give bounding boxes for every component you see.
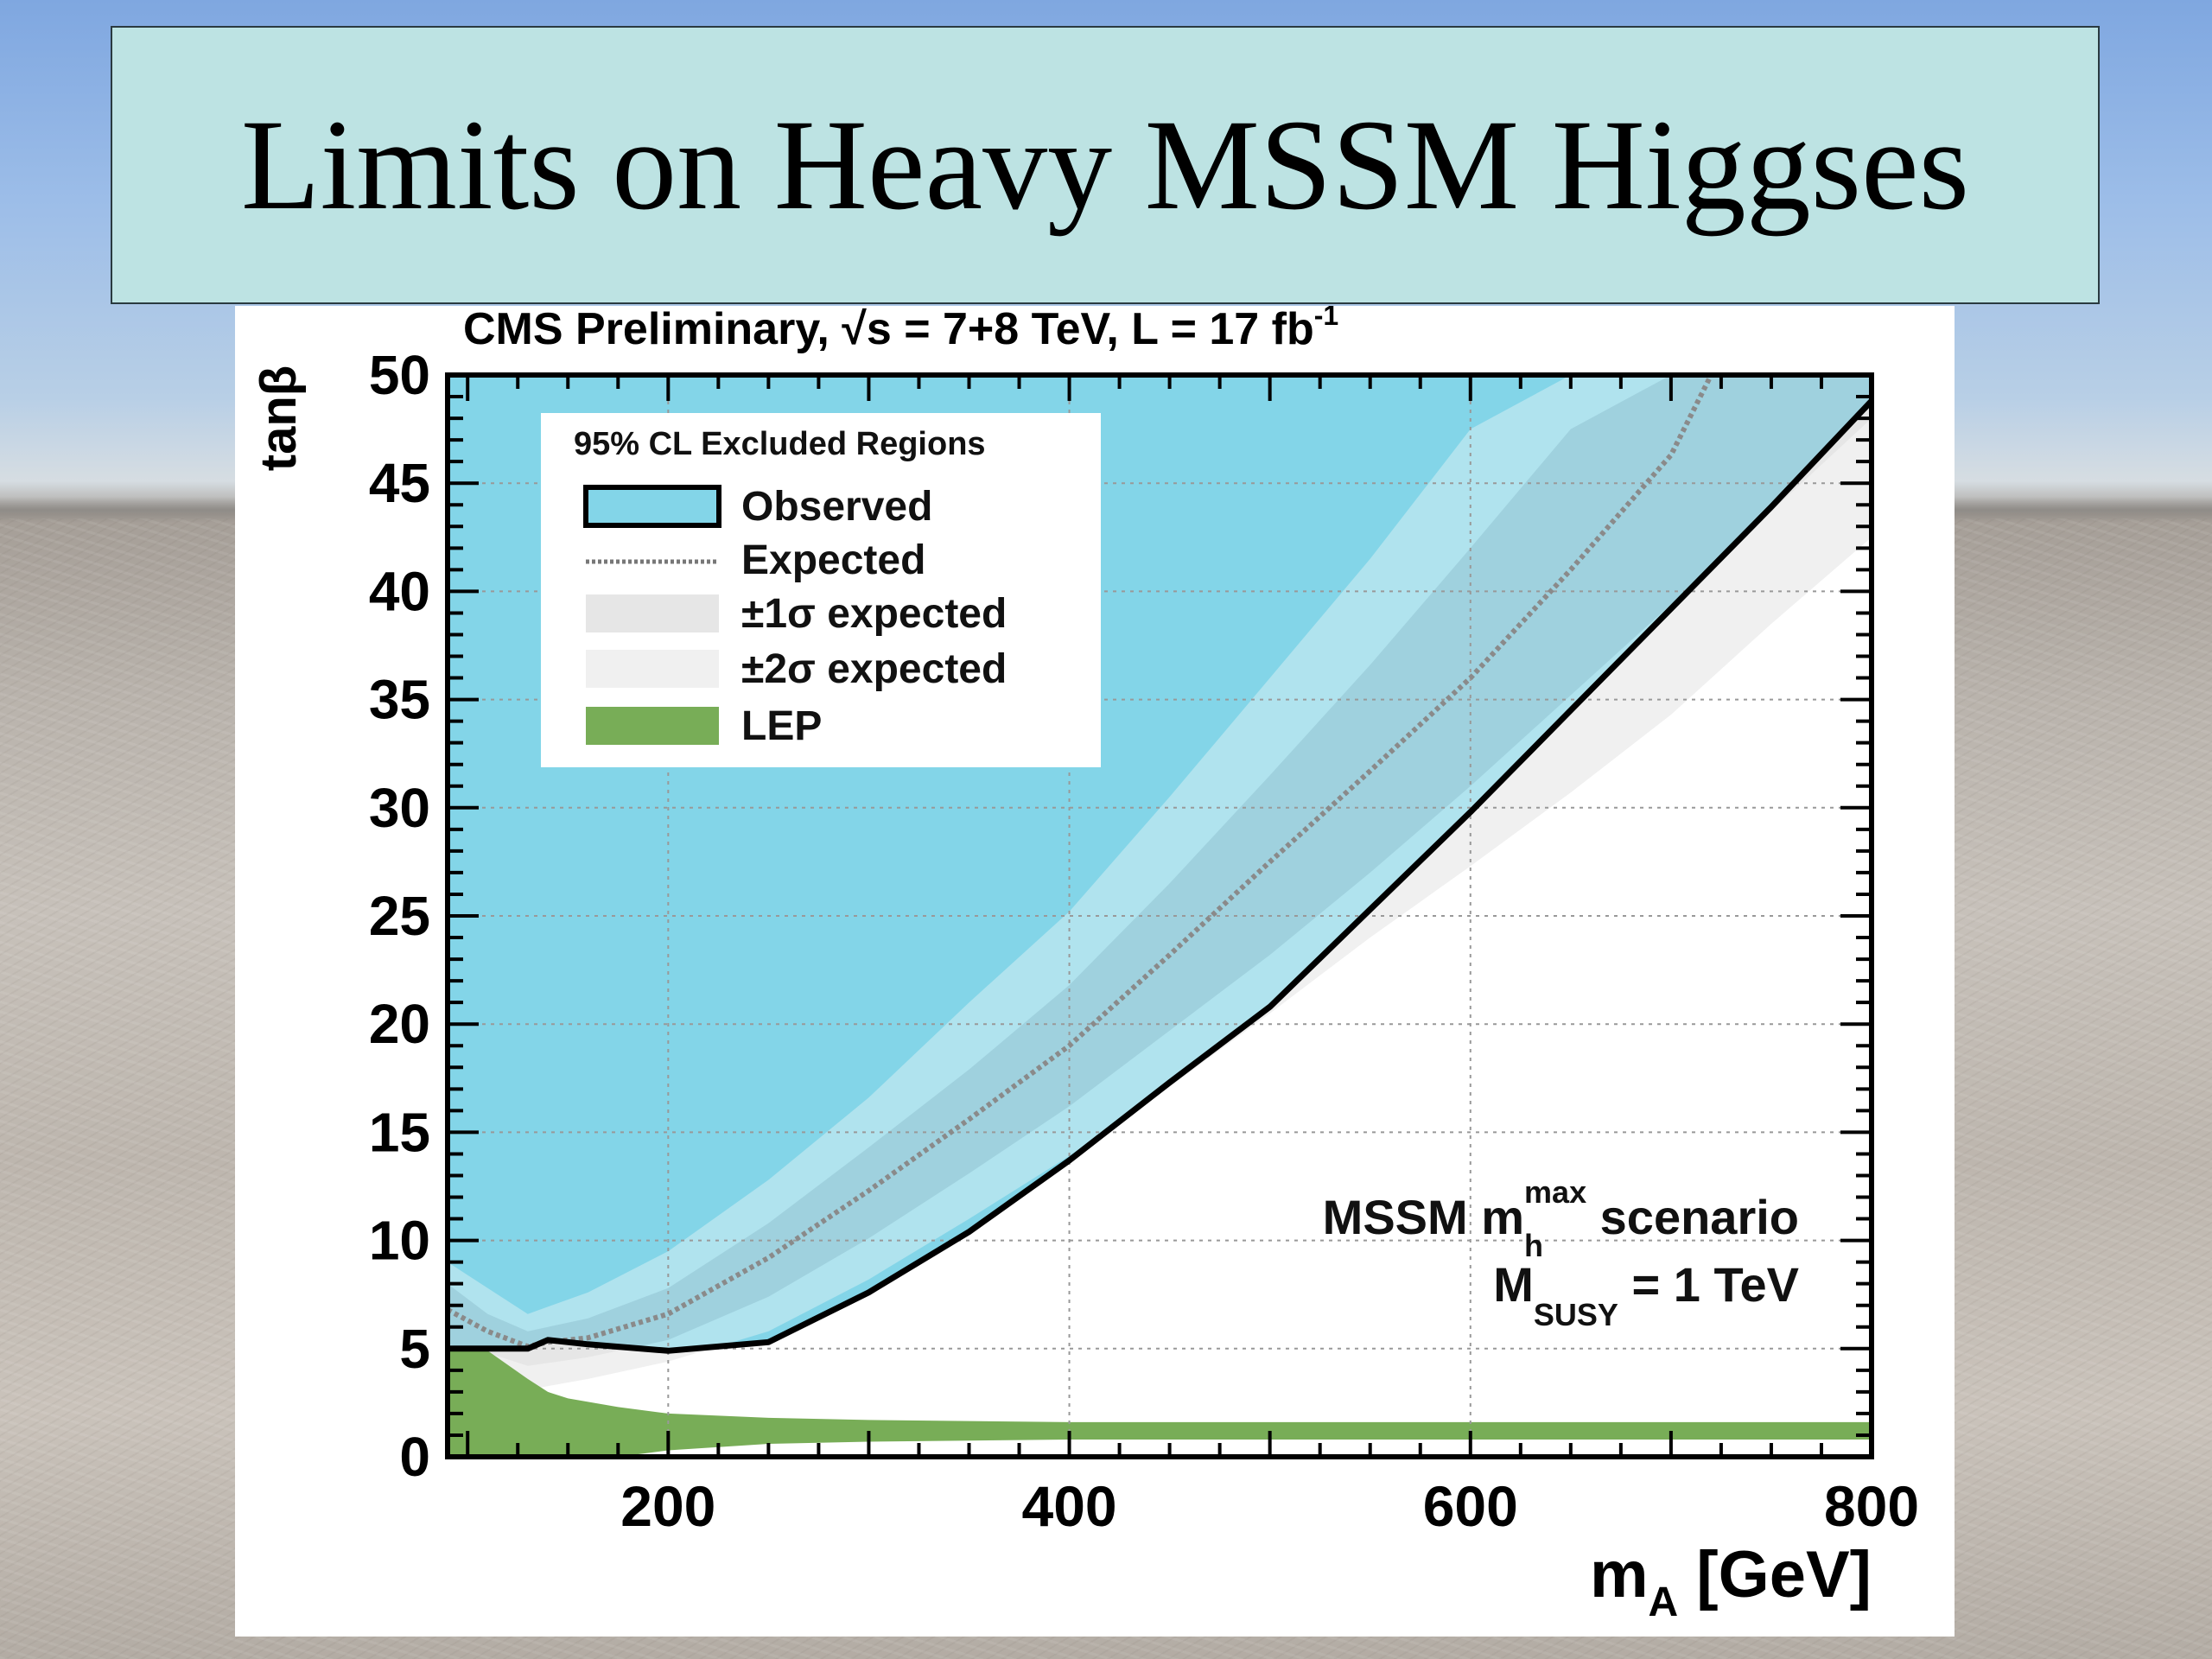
y-tick-label: 25 bbox=[369, 885, 430, 947]
chart-header: CMS Preliminary, √s = 7+8 TeV, L = 17 fb… bbox=[463, 306, 1338, 354]
scenario-annotation: MSSM mhmax scenario MSUSY = 1 TeV bbox=[1323, 1174, 1799, 1332]
slide-title: Limits on Heavy MSSM Higgses bbox=[240, 93, 1970, 237]
legend-swatch-observed bbox=[583, 485, 721, 528]
observed-line bbox=[448, 398, 1872, 1354]
legend-label-expected: Expected bbox=[741, 537, 925, 583]
exclusion-chart: CMS Preliminary, √s = 7+8 TeV, L = 17 fb… bbox=[251, 300, 1919, 1625]
x-tick-label: 800 bbox=[1824, 1474, 1919, 1538]
plot-lines bbox=[448, 375, 1872, 1354]
lep-excluded-region bbox=[448, 1346, 1872, 1457]
annotation-line-2: MSUSY = 1 TeV bbox=[1493, 1257, 1799, 1332]
legend-label-observed: Observed bbox=[741, 484, 932, 530]
y-tick-label: 35 bbox=[369, 669, 430, 731]
y-tick-label: 40 bbox=[369, 560, 430, 622]
chart-panel: CMS Preliminary, √s = 7+8 TeV, L = 17 fb… bbox=[235, 300, 1955, 1637]
y-tick-label: 30 bbox=[369, 777, 430, 839]
y-tick-label: 15 bbox=[369, 1101, 430, 1163]
legend-swatch-lep bbox=[586, 707, 719, 745]
x-axis-label: mA [GeV] bbox=[1590, 1538, 1872, 1625]
annotation-line-1: MSSM mhmax scenario bbox=[1323, 1174, 1799, 1263]
plot-grid bbox=[448, 375, 1872, 1457]
legend-label-lep: LEP bbox=[741, 703, 822, 749]
y-tick-label: 0 bbox=[399, 1426, 430, 1488]
x-tick-label: 400 bbox=[1021, 1474, 1116, 1538]
legend-swatch-1sigma bbox=[586, 594, 719, 632]
legend-label-2sigma: ±2σ expected bbox=[741, 646, 1007, 692]
y-tick-label: 50 bbox=[369, 344, 430, 406]
legend: 95% CL Excluded Regions Observed Expecte… bbox=[541, 413, 1101, 767]
x-tick-label: 600 bbox=[1423, 1474, 1518, 1538]
y-tick-label: 20 bbox=[369, 993, 430, 1055]
y-tick-label: 10 bbox=[369, 1210, 430, 1272]
y-axis-label: tanβ bbox=[251, 365, 307, 471]
legend-title: 95% CL Excluded Regions bbox=[574, 426, 986, 462]
x-tick-label: 200 bbox=[620, 1474, 715, 1538]
plot-frame bbox=[445, 372, 1874, 1459]
legend-label-1sigma: ±1σ expected bbox=[741, 591, 1007, 637]
bands-inside-observed bbox=[448, 375, 1872, 1351]
y-tick-label: 5 bbox=[399, 1318, 430, 1380]
band-1sigma-tinted bbox=[448, 375, 1872, 1351]
slide-title-box: Limits on Heavy MSSM Higgses bbox=[111, 26, 2100, 304]
legend-swatch-2sigma bbox=[586, 650, 719, 688]
y-tick-label: 45 bbox=[369, 452, 430, 514]
axis-tick-labels: 200 400 600 800 0 5 10 15 20 25 30 35 40 45 50 bbox=[369, 344, 1919, 1538]
